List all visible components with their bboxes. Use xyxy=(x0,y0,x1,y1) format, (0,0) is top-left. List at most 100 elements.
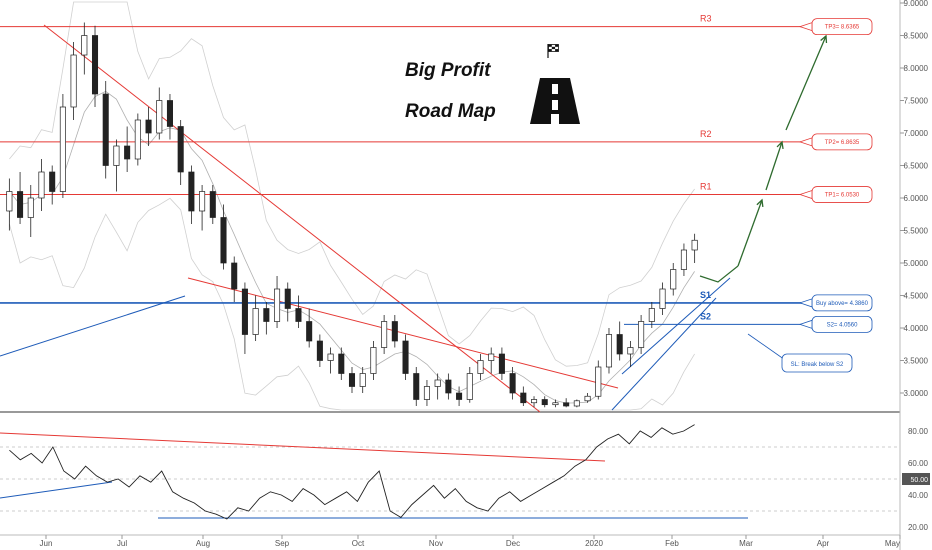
rsi-trendline-red xyxy=(0,432,606,462)
sl-note-pointer xyxy=(747,333,789,363)
candle-body xyxy=(263,308,270,322)
time-tick-label: Oct xyxy=(352,539,365,548)
price-tick-label: 8.0000 xyxy=(904,64,929,73)
candle-body xyxy=(616,334,623,355)
band-line xyxy=(9,1,695,367)
sl-note-text: SL: Break below S2 xyxy=(791,362,844,368)
rsi-tick-label: 60.00 xyxy=(908,459,929,468)
candle-body xyxy=(295,308,302,322)
time-tick-label: Feb xyxy=(665,539,679,548)
price-tick-label: 3.0000 xyxy=(904,389,929,398)
candle-body xyxy=(199,191,206,212)
candle-body xyxy=(627,347,634,355)
projection-arrow-head xyxy=(776,140,784,150)
candle-body xyxy=(241,288,248,335)
rsi-axis: 80.00 60.00 50.00 40.00 20.00 xyxy=(902,427,930,532)
price-axis: 9.0000 8.5000 8.0000 7.5000 7.0000 6.5000 6.00… xyxy=(900,0,929,398)
time-tick-label: Dec xyxy=(506,539,520,548)
level-label: R2 xyxy=(700,129,712,139)
band-line xyxy=(9,90,695,404)
road-icon xyxy=(530,78,580,124)
candle-body xyxy=(27,197,34,218)
downtrend-line-minor xyxy=(187,277,619,389)
candle-body xyxy=(49,171,56,192)
rsi-tick-label: 80.00 xyxy=(908,427,929,436)
candle-body xyxy=(327,353,334,361)
candle-body xyxy=(145,119,152,134)
candle-body xyxy=(509,373,516,394)
candle-body xyxy=(38,171,45,199)
candle-body xyxy=(423,386,430,400)
time-tick-label: Sep xyxy=(275,539,290,548)
projection-arrow-line xyxy=(765,141,783,191)
candle-body xyxy=(306,321,313,342)
main-pane xyxy=(0,0,900,412)
projection-path-start xyxy=(699,265,739,283)
candle-body xyxy=(188,171,195,212)
price-tick-label: 4.0000 xyxy=(904,324,929,333)
candle-body xyxy=(6,191,13,212)
level-label: R1 xyxy=(700,182,712,192)
candle-body xyxy=(391,321,398,342)
time-tick-label: May xyxy=(885,539,900,548)
candle-body xyxy=(498,353,505,374)
level-callouts: TP3= 8.6365 TP2= 6.8635 TP1= 6.0530 Buy abo… xyxy=(747,18,873,373)
candle-body xyxy=(274,288,281,322)
callout-text: Buy above= 4.3860 xyxy=(816,301,869,307)
trendlines xyxy=(0,24,731,413)
candle-body xyxy=(59,106,66,192)
candle-body xyxy=(552,402,559,406)
candle-body xyxy=(91,35,99,95)
candlestick-series xyxy=(6,22,698,408)
projection-arrow-head xyxy=(820,34,828,44)
callout-pointer xyxy=(798,137,813,147)
candle-body xyxy=(381,321,388,348)
price-tick-label: 7.5000 xyxy=(904,97,929,106)
candle-body xyxy=(231,262,238,290)
candle-body xyxy=(81,35,88,56)
candle-body xyxy=(466,373,473,400)
candle-body xyxy=(434,379,441,387)
time-tick-label: Aug xyxy=(196,539,210,548)
candle-body xyxy=(638,321,645,348)
uptrend-line-right-2 xyxy=(621,277,731,375)
candle-body xyxy=(605,334,613,368)
chart-subtitle: Road Map xyxy=(405,101,496,122)
candle-body xyxy=(680,249,687,270)
candle-body xyxy=(124,145,131,160)
time-tick-label: Apr xyxy=(817,539,830,548)
candle-body xyxy=(488,353,495,361)
candle-body xyxy=(338,353,345,374)
level-label: S2 xyxy=(700,311,711,321)
rsi-tick-label: 40.00 xyxy=(908,491,929,500)
candle-body xyxy=(691,239,698,251)
candle-body xyxy=(531,399,538,404)
rsi-tick-label: 50.00 xyxy=(910,477,928,484)
candle-body xyxy=(102,93,109,166)
level-label: S1 xyxy=(700,290,711,300)
callout-pointer xyxy=(798,190,813,200)
callout-text: TP3= 8.6365 xyxy=(825,25,860,31)
candle-body xyxy=(563,402,570,407)
price-tick-label: 9.0000 xyxy=(904,0,929,8)
rsi-line xyxy=(9,424,695,520)
candle-body xyxy=(166,100,173,127)
price-tick-label: 8.5000 xyxy=(904,32,929,41)
uptrend-line-left xyxy=(0,295,186,357)
callout-text: TP2= 6.8635 xyxy=(825,140,860,146)
level-label: R3 xyxy=(700,14,712,24)
candle-body xyxy=(456,392,463,400)
candle-body xyxy=(156,100,163,134)
time-tick-label: Jun xyxy=(40,539,53,548)
candle-body xyxy=(670,269,677,290)
candle-body xyxy=(209,191,216,218)
rsi-pane xyxy=(0,424,900,520)
candle-body xyxy=(284,288,291,309)
candle-body xyxy=(70,54,77,108)
candle-body xyxy=(316,340,323,361)
time-tick-label: 2020 xyxy=(585,539,603,548)
price-tick-label: 7.0000 xyxy=(904,129,929,138)
candle-body xyxy=(177,126,184,173)
callout-text: TP1= 6.0530 xyxy=(825,193,860,199)
